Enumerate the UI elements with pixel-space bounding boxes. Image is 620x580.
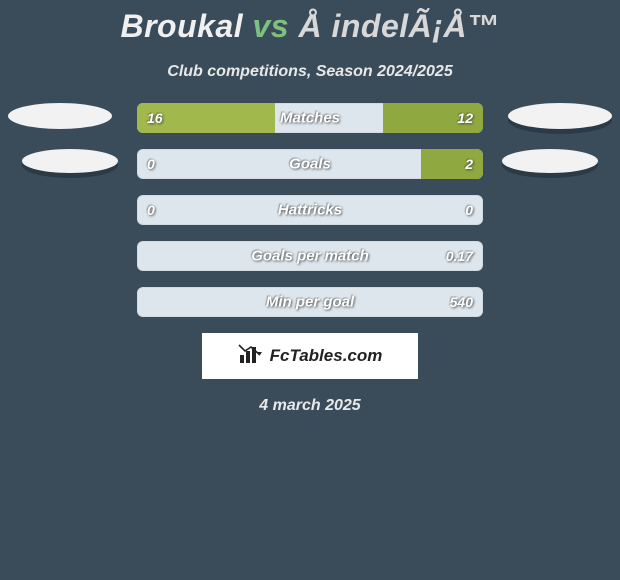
stat-label: Min per goal bbox=[266, 294, 354, 311]
stat-row: 16 Matches 12 bbox=[0, 103, 620, 133]
player2-name: Å indelÃ¡Å™ bbox=[298, 8, 499, 44]
stat-label: Goals bbox=[289, 156, 331, 173]
comparison-title: Broukal vs Å indelÃ¡Å™ bbox=[0, 0, 620, 49]
stat-row: 0 Goals 2 bbox=[0, 149, 620, 179]
stat-bar-track: 0 Goals 2 bbox=[137, 149, 483, 179]
player-oval-left bbox=[22, 149, 118, 173]
player-oval-right bbox=[502, 149, 598, 173]
stat-bar-right bbox=[421, 149, 483, 179]
stat-value-right: 0 bbox=[465, 202, 473, 218]
stat-value-left: 0 bbox=[147, 202, 155, 218]
stat-bar-track: 16 Matches 12 bbox=[137, 103, 483, 133]
stat-label: Goals per match bbox=[251, 248, 369, 265]
stat-value-right: 540 bbox=[450, 294, 473, 310]
stat-bar-track: Min per goal 540 bbox=[137, 287, 483, 317]
stat-value-right: 0.17 bbox=[446, 248, 473, 264]
player-oval-right bbox=[508, 103, 612, 129]
player1-name: Broukal bbox=[120, 8, 243, 44]
stat-value-left: 0 bbox=[147, 156, 155, 172]
logo-text: FcTables.com bbox=[270, 346, 383, 366]
stat-value-right: 2 bbox=[465, 156, 473, 172]
stat-label: Matches bbox=[280, 110, 340, 127]
player-oval-left bbox=[8, 103, 112, 129]
vs-text: vs bbox=[253, 8, 290, 44]
stat-bar-track: Goals per match 0.17 bbox=[137, 241, 483, 271]
stat-value-left: 16 bbox=[147, 110, 163, 126]
logo-box: FcTables.com bbox=[202, 333, 418, 379]
date-text: 4 march 2025 bbox=[0, 397, 620, 415]
stat-row: 0 Hattricks 0 bbox=[0, 195, 620, 225]
stats-container: 16 Matches 12 0 Goals 2 0 Hattricks 0 Goals per m… bbox=[0, 103, 620, 317]
stat-row: Min per goal 540 bbox=[0, 287, 620, 317]
stat-row: Goals per match 0.17 bbox=[0, 241, 620, 271]
stat-label: Hattricks bbox=[278, 202, 342, 219]
bar-chart-icon bbox=[238, 343, 264, 370]
subtitle: Club competitions, Season 2024/2025 bbox=[0, 63, 620, 81]
stat-value-right: 12 bbox=[457, 110, 473, 126]
stat-bar-track: 0 Hattricks 0 bbox=[137, 195, 483, 225]
